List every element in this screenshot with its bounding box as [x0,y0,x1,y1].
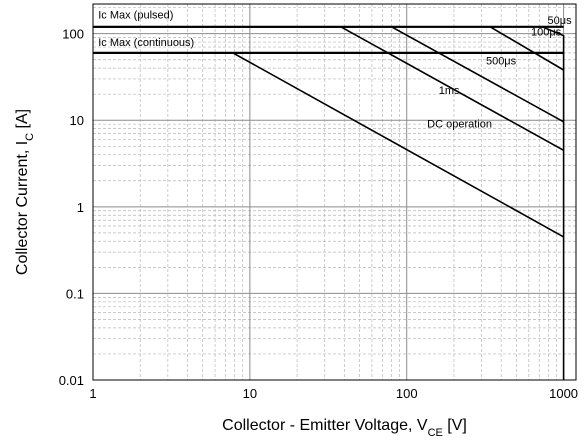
x-tick-label: 1000 [549,386,578,401]
x-tick-label: 1 [89,386,96,401]
curve-label-1: 100μs [531,27,562,39]
curve-label-0: 50μs [548,15,573,27]
soa-curve-0 [93,25,565,380]
x-tick-label: 100 [396,386,418,401]
ic-max-pulsed-label: Ic Max (pulsed) [98,9,173,21]
ic-max-continuous-label: Ic Max (continuous) [98,37,194,49]
y-tick-label: 100 [62,27,84,42]
y-tick-label: 10 [70,113,84,128]
y-tick-label: 0.1 [66,286,84,301]
y-axis-title: Collector Current, IC [A] [14,109,36,275]
plot-frame [92,3,577,381]
soa-curve-4 [93,52,564,238]
x-tick-label: 10 [243,386,257,401]
curve-label-2: 500μs [486,56,517,68]
curve-label-4: DC operation [427,119,492,131]
y-tick-label: 1 [77,200,84,215]
x-axis-title: Collector - Emitter Voltage, VCE [V] [222,417,467,439]
soa-curve-3 [93,25,564,151]
curve-label-3: 1ms [439,85,460,97]
y-tick-label: 0.01 [59,373,84,388]
